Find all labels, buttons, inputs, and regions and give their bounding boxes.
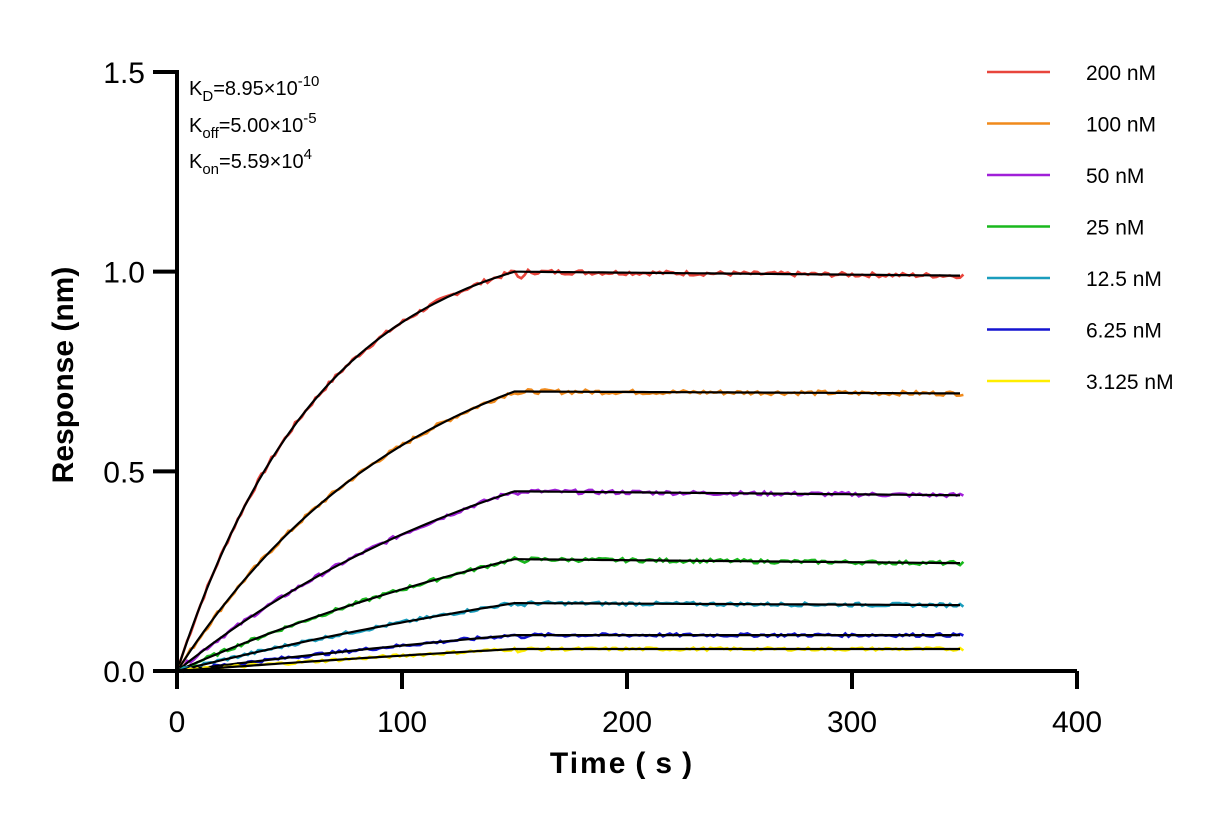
x-tick-label: 300 bbox=[827, 706, 877, 739]
fit-line bbox=[176, 490, 961, 672]
legend-label: 6.25 nM bbox=[1086, 320, 1162, 343]
x-axis-title: Time ( s ) bbox=[550, 747, 694, 780]
y-axis-ticks: 0.0 0.5 1.0 1.5 bbox=[103, 57, 177, 689]
fit-line bbox=[176, 634, 960, 673]
series-line bbox=[176, 555, 965, 673]
series-line bbox=[175, 267, 965, 672]
series-line bbox=[176, 631, 964, 674]
y-axis-title: Response (nm) bbox=[47, 267, 80, 484]
koff-annotation: Koff=5.00×10-5 bbox=[189, 110, 317, 142]
fit-line bbox=[176, 390, 960, 672]
series-line bbox=[175, 388, 964, 672]
fit-line bbox=[176, 602, 960, 673]
fit-line bbox=[175, 270, 960, 672]
legend-label: 50 nM bbox=[1086, 165, 1144, 188]
kd-annotation: KD=8.95×10-10 bbox=[189, 73, 319, 105]
kinetics-annotation: KD=8.95×10-10 Koff=5.00×10-5 Kon=5.59×10… bbox=[189, 73, 319, 178]
legend-label: 25 nM bbox=[1086, 217, 1144, 240]
legend-label: 200 nM bbox=[1086, 62, 1156, 85]
y-tick-label: 1.0 bbox=[103, 257, 145, 290]
fit-line bbox=[176, 647, 960, 673]
series-line bbox=[176, 645, 965, 673]
legend: 200 nM 100 nM 50 nM 25 nM 12.5 nM 6.25 nM 3.12… bbox=[987, 62, 1174, 394]
fit-line bbox=[176, 558, 960, 673]
legend-label: 100 nM bbox=[1086, 114, 1156, 137]
legend-label: 12.5 nM bbox=[1086, 268, 1162, 291]
y-tick-label: 0.5 bbox=[103, 456, 145, 489]
x-tick-label: 200 bbox=[602, 706, 652, 739]
x-tick-label: 100 bbox=[377, 706, 427, 739]
x-axis-ticks: 0 100 200 300 400 bbox=[169, 671, 1102, 739]
legend-label: 3.125 nM bbox=[1086, 371, 1174, 394]
x-tick-label: 400 bbox=[1052, 706, 1102, 739]
plot-area bbox=[175, 267, 965, 674]
x-tick-label: 0 bbox=[169, 706, 186, 739]
y-tick-label: 0.0 bbox=[103, 656, 145, 689]
kon-annotation: Kon=5.59×104 bbox=[189, 146, 312, 178]
y-tick-label: 1.5 bbox=[103, 57, 145, 90]
